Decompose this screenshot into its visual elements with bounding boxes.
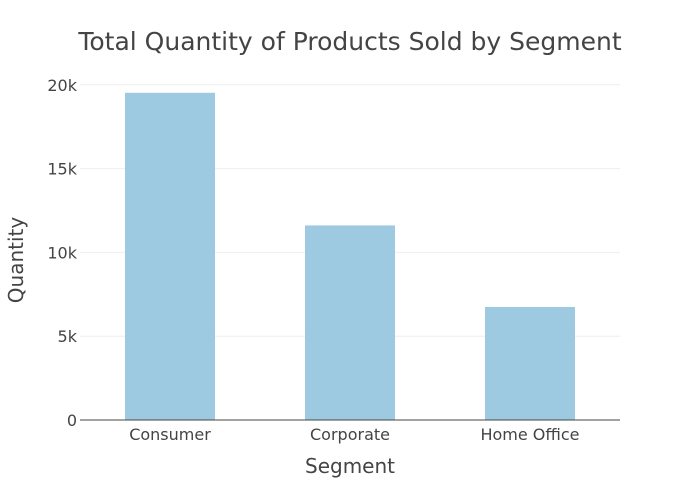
x-axis-title: Segment [305, 454, 395, 478]
y-tick-label: 0 [67, 411, 77, 430]
y-tick-label: 20k [47, 76, 77, 95]
y-tick-label: 15k [47, 160, 77, 179]
bar-home-office[interactable] [485, 306, 575, 420]
x-tick-labels: Consumer Corporate Home Office [129, 425, 579, 444]
bars [125, 92, 575, 420]
y-tick-label: 5k [58, 327, 78, 346]
x-tick-label: Corporate [310, 425, 390, 444]
y-tick-label: 10k [47, 243, 77, 262]
chart-title: Total Quantity of Products Sold by Segme… [77, 27, 621, 56]
x-tick-label: Home Office [480, 425, 579, 444]
y-axis-title: Quantity [4, 217, 28, 304]
x-tick-label: Consumer [129, 425, 211, 444]
y-tick-labels: 0 5k 10k 15k 20k [47, 76, 77, 430]
bar-corporate[interactable] [305, 225, 395, 420]
bar-consumer[interactable] [125, 92, 215, 420]
